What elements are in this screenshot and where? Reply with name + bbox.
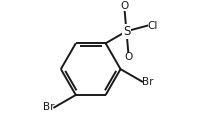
- Text: Br: Br: [43, 102, 54, 112]
- Text: Cl: Cl: [147, 21, 158, 31]
- Text: Br: Br: [142, 77, 154, 87]
- Text: O: O: [124, 52, 132, 62]
- Text: S: S: [123, 25, 130, 38]
- Text: O: O: [121, 1, 129, 11]
